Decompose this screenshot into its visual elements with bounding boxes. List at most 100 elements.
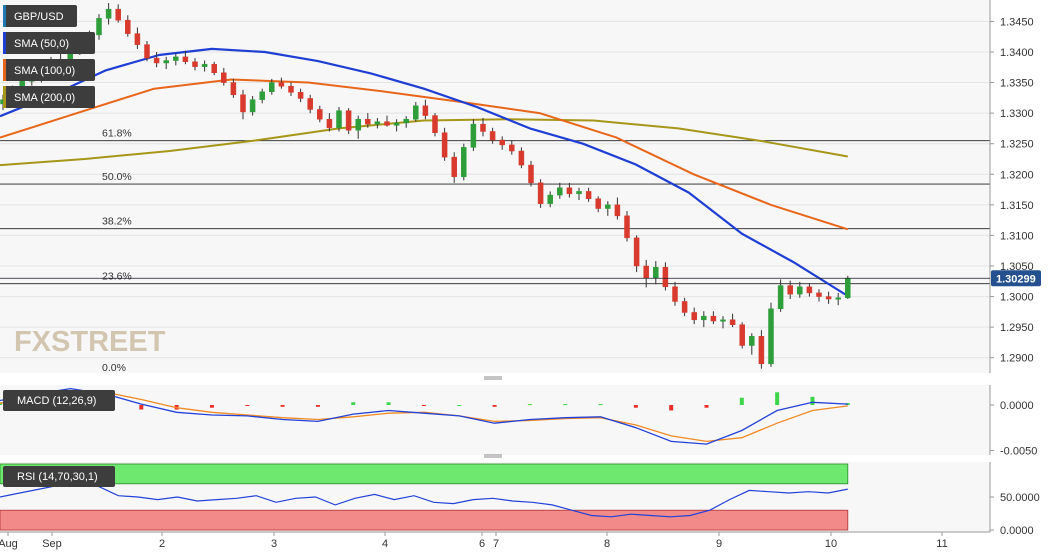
candle-body (125, 19, 131, 34)
candle-body (643, 265, 649, 279)
candle-body (345, 110, 352, 131)
macd-legend-box (3, 390, 115, 411)
last-price-tag: 1.30299 (0, 270, 1041, 287)
macd-panel-bg (0, 385, 990, 455)
x-tick-label: 11 (936, 538, 947, 550)
candle-body (240, 94, 246, 113)
candle-body (413, 105, 419, 120)
macd-histogram-bar (739, 397, 744, 405)
price-tick-label: 1.2950 (1000, 322, 1034, 334)
rsi-overbought-zone (0, 463, 849, 485)
rsi-line (0, 481, 848, 518)
candle-body (595, 198, 601, 209)
macd-histogram-bar (457, 405, 462, 406)
macd-line (0, 387, 848, 445)
candle-body (720, 319, 726, 322)
candle-body (835, 297, 841, 300)
x-tick-label: Aug (0, 538, 18, 550)
candle-body (393, 122, 400, 126)
candle-body (653, 266, 659, 279)
sma100-line (0, 78, 849, 231)
sma200-line (0, 118, 848, 167)
candle-body (153, 57, 160, 64)
candle-body (384, 121, 390, 126)
macd-histogram-bar (421, 405, 426, 406)
candle-body (633, 237, 640, 267)
candle-body (403, 118, 409, 124)
candle-body (317, 109, 323, 120)
candles (0, 3, 851, 369)
macd-histogram-bar (669, 405, 674, 411)
macd-histogram-bar (598, 404, 603, 406)
candle-body (691, 312, 697, 321)
rsi-tick-label: 0.0000 (1000, 525, 1034, 537)
macd-histogram-bar (245, 405, 250, 406)
price-tick-label: 1.2900 (1000, 353, 1034, 365)
candle-body (547, 194, 553, 204)
candle-body (701, 315, 707, 321)
candle-body (528, 164, 534, 184)
legend-sma50-swatch (3, 32, 6, 54)
candle-body (470, 123, 477, 148)
candle-body (259, 91, 265, 100)
candle-body (192, 61, 198, 67)
candle-body (451, 156, 457, 177)
candle-body (297, 92, 304, 99)
candle-body (787, 285, 793, 295)
x-tick-label: 3 (271, 538, 277, 550)
price-tick-label: 1.3150 (1000, 200, 1034, 212)
rsi-tick-label: 50.0000 (1000, 492, 1040, 504)
candle-body (739, 324, 745, 346)
fibonacci-lines: 61.8% 50.0% 38.2% 23.6% 0.0% (0, 128, 990, 374)
candle-body (230, 82, 237, 96)
candle-body (307, 98, 313, 110)
candle-body (499, 139, 505, 146)
candle-body (845, 277, 851, 299)
candle-body (710, 315, 717, 322)
price-tick-label: 1.3300 (1000, 108, 1034, 120)
x-tick-label: 6 (479, 538, 485, 550)
candle-body (614, 204, 621, 217)
legend-sma200: SMA (200,0) (14, 92, 75, 104)
rsi-oversold-zone (0, 509, 849, 531)
candle-body (557, 187, 563, 196)
price-grid (0, 20, 990, 359)
legend-sma200-swatch (3, 86, 6, 108)
candle-body (221, 72, 227, 83)
price-legend: GBP/USD SMA (50,0) SMA (100,0) SMA (200,… (3, 5, 95, 108)
candle-body (576, 191, 582, 195)
candle-body (374, 121, 381, 125)
legend-sma100-swatch (3, 59, 6, 81)
fib-level-label: 50.0% (102, 171, 132, 183)
macd-resize-handle[interactable] (484, 376, 502, 380)
macd-histogram-bar (139, 405, 144, 410)
candle-body (96, 18, 102, 36)
candle-body (288, 85, 294, 93)
x-tick-label: 7 (493, 538, 499, 550)
candle-body (173, 56, 179, 61)
legend-sma50-box (3, 32, 95, 54)
x-tick-label: 4 (382, 538, 388, 550)
candle-body (566, 187, 573, 195)
candle-body (585, 191, 592, 199)
price-tick-label: 1.3100 (1000, 230, 1034, 242)
candle-body (797, 286, 803, 295)
candle-body (115, 8, 121, 21)
candle-body (768, 308, 774, 365)
price-tick-label: 1.3450 (1000, 16, 1034, 28)
legend-sma100-box (3, 59, 95, 81)
candle-body (365, 118, 371, 125)
candle-body (422, 105, 429, 116)
fib-level-label: 23.6% (102, 271, 132, 283)
legend-gbpusd-swatch (3, 5, 6, 27)
rsi-legend-box (3, 466, 115, 487)
macd-tick-label: 0.0000 (1000, 400, 1034, 412)
macd-tick-label: -0.0050 (1000, 445, 1037, 457)
candle-body (806, 286, 813, 294)
rsi-resize-handle[interactable] (484, 454, 502, 458)
macd-histogram-bar (492, 405, 497, 407)
legend-sma50: SMA (50,0) (14, 38, 69, 50)
price-tick-label: 1.3350 (1000, 78, 1034, 90)
